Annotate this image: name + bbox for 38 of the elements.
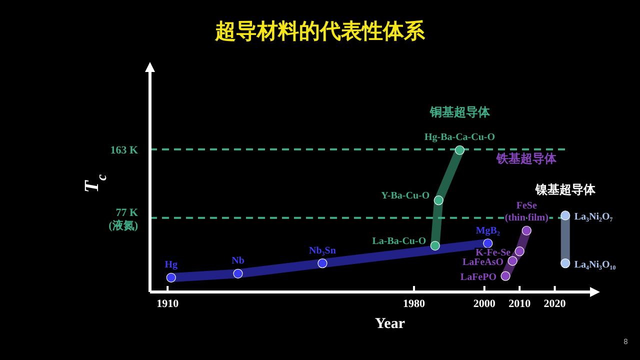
point (430, 240, 440, 251)
text: 铁基超导体 (496, 152, 558, 166)
x-tick-label: 1910 (156, 298, 180, 310)
annotation: LaFeAsO (462, 256, 504, 268)
annotation: Hg-Ba-Ca-Cu-O (424, 132, 496, 144)
x-tick-label: 2000 (473, 298, 496, 310)
annotation: La₄Ni₃O₁₀ (574, 259, 616, 270)
annotation: Nb (232, 256, 245, 267)
point (483, 238, 493, 248)
x-axis-title: Year (375, 316, 406, 332)
annotation: MgB₂ (476, 225, 500, 236)
x-tick-label: 1980 (403, 298, 426, 310)
annotation: Hg (164, 260, 178, 271)
annotation: FeSe (thin film) (504, 200, 548, 224)
annotation: Nb₃Sn (309, 245, 336, 256)
point (560, 258, 570, 268)
point (434, 196, 444, 206)
point (318, 258, 328, 268)
annotation: Y-Ba-Cu-O (381, 190, 430, 202)
point (166, 272, 176, 282)
text: 铜基超导体 (428, 105, 491, 120)
point (522, 226, 532, 236)
point (454, 145, 465, 155)
point (500, 271, 510, 281)
series-label: 镍基超导体 (534, 182, 596, 196)
chart-title: 超导材料的代表性体系 (214, 19, 426, 43)
annotation: La-Ba-Cu-O (372, 236, 426, 247)
annotation: LaFePO (460, 272, 497, 284)
annotation: K-Fe-Se (476, 247, 512, 258)
x-tick-label: 2010 (508, 298, 532, 310)
point (233, 268, 243, 278)
annotation: La₃Ni₂O₇ (574, 211, 613, 222)
ref-line-label: 163 K (110, 144, 138, 156)
point (560, 210, 570, 220)
point (514, 246, 524, 256)
point (508, 256, 518, 266)
ref-line-label: 77 K (液氮) (108, 206, 138, 232)
x-tick-label: 2020 (544, 298, 566, 310)
